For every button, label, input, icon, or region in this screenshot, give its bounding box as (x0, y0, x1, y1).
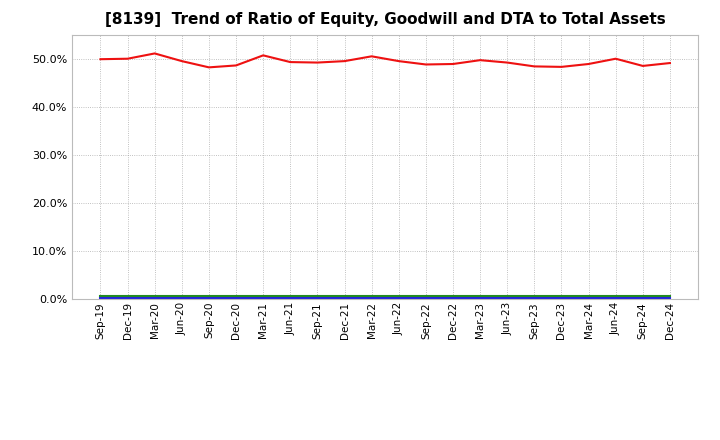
Equity (123, 56, 132, 61)
Deferred Tax Assets (476, 293, 485, 299)
Goodwill (421, 296, 430, 301)
Deferred Tax Assets (204, 293, 213, 299)
Equity (557, 64, 566, 70)
Goodwill (557, 296, 566, 301)
Equity (665, 60, 674, 66)
Equity (584, 61, 593, 66)
Equity (611, 56, 620, 61)
Deferred Tax Assets (449, 293, 457, 299)
Goodwill (232, 296, 240, 301)
Equity (313, 60, 322, 65)
Goodwill (449, 296, 457, 301)
Goodwill (150, 296, 159, 301)
Deferred Tax Assets (286, 293, 294, 299)
Equity (341, 59, 349, 64)
Goodwill (96, 296, 105, 301)
Deferred Tax Assets (421, 293, 430, 299)
Deferred Tax Assets (341, 293, 349, 299)
Deferred Tax Assets (96, 293, 105, 299)
Deferred Tax Assets (313, 293, 322, 299)
Deferred Tax Assets (123, 293, 132, 299)
Goodwill (665, 296, 674, 301)
Goodwill (476, 296, 485, 301)
Goodwill (259, 296, 268, 301)
Equity (204, 65, 213, 70)
Deferred Tax Assets (232, 293, 240, 299)
Goodwill (178, 296, 186, 301)
Equity (178, 59, 186, 64)
Goodwill (639, 296, 647, 301)
Equity (286, 59, 294, 65)
Deferred Tax Assets (503, 293, 511, 299)
Deferred Tax Assets (584, 293, 593, 299)
Deferred Tax Assets (367, 293, 376, 299)
Goodwill (611, 296, 620, 301)
Title: [8139]  Trend of Ratio of Equity, Goodwill and DTA to Total Assets: [8139] Trend of Ratio of Equity, Goodwil… (105, 12, 665, 27)
Equity (530, 64, 539, 69)
Goodwill (367, 296, 376, 301)
Equity (367, 54, 376, 59)
Goodwill (204, 296, 213, 301)
Equity (476, 58, 485, 63)
Deferred Tax Assets (611, 293, 620, 299)
Deferred Tax Assets (150, 293, 159, 299)
Goodwill (341, 296, 349, 301)
Line: Equity: Equity (101, 53, 670, 67)
Deferred Tax Assets (530, 293, 539, 299)
Deferred Tax Assets (178, 293, 186, 299)
Equity (503, 60, 511, 65)
Equity (232, 63, 240, 68)
Goodwill (286, 296, 294, 301)
Equity (421, 62, 430, 67)
Goodwill (123, 296, 132, 301)
Goodwill (395, 296, 403, 301)
Deferred Tax Assets (259, 293, 268, 299)
Goodwill (503, 296, 511, 301)
Equity (259, 53, 268, 58)
Deferred Tax Assets (639, 293, 647, 299)
Deferred Tax Assets (557, 293, 566, 299)
Goodwill (584, 296, 593, 301)
Equity (96, 57, 105, 62)
Goodwill (313, 296, 322, 301)
Equity (639, 63, 647, 69)
Deferred Tax Assets (395, 293, 403, 299)
Goodwill (530, 296, 539, 301)
Deferred Tax Assets (665, 293, 674, 299)
Equity (395, 59, 403, 64)
Equity (150, 51, 159, 56)
Equity (449, 61, 457, 66)
